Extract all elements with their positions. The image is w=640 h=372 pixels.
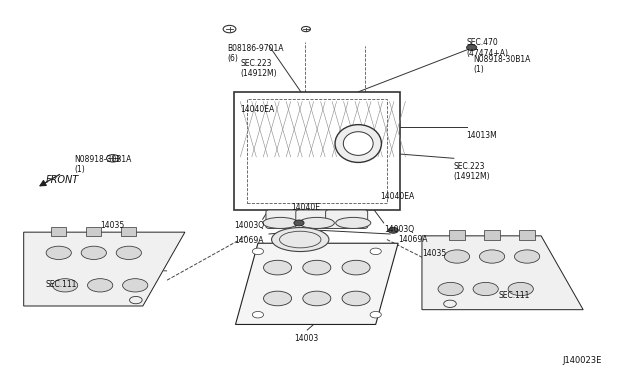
Ellipse shape [303,260,331,275]
Text: N08918-30B1A
(1): N08918-30B1A (1) [473,55,531,74]
Text: 14040E: 14040E [291,203,321,212]
Text: 14040EA: 14040EA [381,192,415,201]
Text: SEC.111: SEC.111 [499,291,530,300]
Ellipse shape [303,291,331,306]
Ellipse shape [123,279,148,292]
Ellipse shape [342,260,370,275]
Circle shape [467,45,477,51]
Ellipse shape [88,279,113,292]
Circle shape [370,248,381,254]
Text: SEC.223
(14912M): SEC.223 (14912M) [241,59,277,78]
Ellipse shape [336,217,371,228]
Ellipse shape [343,132,373,155]
Ellipse shape [515,250,540,263]
Text: 14040EA: 14040EA [241,105,275,114]
Polygon shape [422,236,583,310]
Ellipse shape [271,228,329,251]
Text: SEC.470
(47474+A): SEC.470 (47474+A) [467,38,509,58]
Text: 14035: 14035 [422,249,446,258]
Text: 14003: 14003 [294,334,319,343]
Ellipse shape [46,246,71,260]
Text: 14013M: 14013M [467,131,497,140]
Ellipse shape [342,291,370,306]
Ellipse shape [335,125,381,163]
Bar [51,227,67,236]
Ellipse shape [473,282,499,296]
Text: SEC.223
(14912M): SEC.223 (14912M) [454,162,490,182]
FancyBboxPatch shape [326,210,367,228]
Polygon shape [236,243,398,324]
Ellipse shape [508,282,533,296]
Ellipse shape [438,282,463,296]
Circle shape [370,311,381,318]
Circle shape [223,25,236,33]
Circle shape [252,248,264,254]
Ellipse shape [263,217,298,228]
Bar [484,230,500,240]
Text: FRONT: FRONT [46,175,79,185]
Bar [520,230,535,240]
Ellipse shape [52,279,77,292]
Text: SEC.111: SEC.111 [46,280,77,289]
Circle shape [294,220,304,226]
Circle shape [301,26,310,32]
FancyBboxPatch shape [296,210,338,228]
Ellipse shape [444,250,470,263]
Circle shape [252,311,264,318]
Bar [86,227,101,236]
Ellipse shape [300,217,334,228]
Text: J140023E: J140023E [562,356,602,365]
Text: 14069A: 14069A [397,235,428,244]
Ellipse shape [81,246,106,260]
Text: B08186-9701A
(6): B08186-9701A (6) [228,44,284,63]
Text: N08918-30B1A
(1): N08918-30B1A (1) [75,155,132,174]
Circle shape [388,227,398,233]
Text: 14035: 14035 [100,221,124,230]
Text: 14003Q: 14003Q [384,225,414,234]
Bar [121,227,136,236]
Ellipse shape [116,246,141,260]
Ellipse shape [264,260,292,275]
Polygon shape [24,232,185,306]
Text: 14003Q: 14003Q [234,221,264,230]
Ellipse shape [479,250,505,263]
Text: 14069A: 14069A [234,236,264,245]
Bar [246,99,387,203]
Circle shape [106,155,119,162]
FancyBboxPatch shape [266,210,308,228]
Bar [234,92,399,210]
Ellipse shape [264,291,292,306]
Bar [449,230,465,240]
